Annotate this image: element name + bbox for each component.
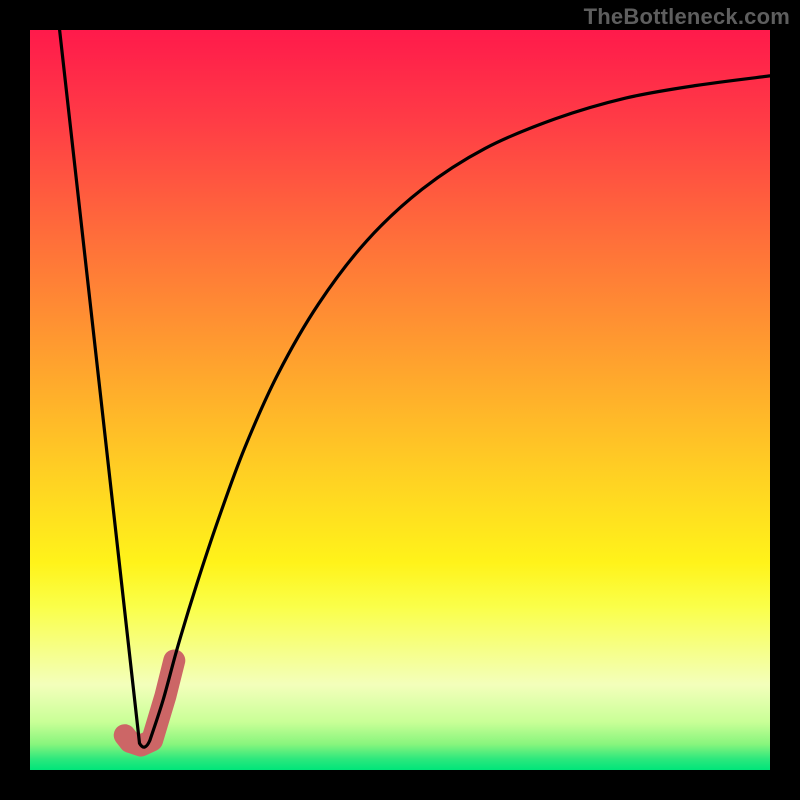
bottleneck-chart (0, 0, 800, 800)
watermark-text: TheBottleneck.com (584, 4, 790, 30)
plot-background (30, 30, 770, 770)
chart-container: TheBottleneck.com (0, 0, 800, 800)
